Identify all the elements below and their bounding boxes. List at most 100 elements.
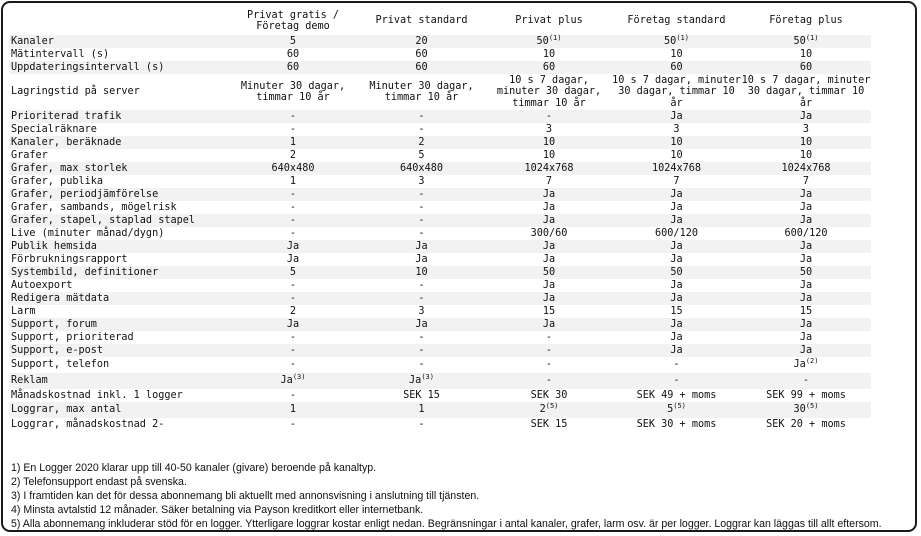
row-label: Autoexport <box>11 279 73 291</box>
cell-value: 1 <box>289 175 297 187</box>
table-cell: - <box>357 123 486 136</box>
cell-value: Ja <box>793 359 806 371</box>
table-cell: - <box>229 357 357 373</box>
table-cell: Minuter 30 dagar, timmar 10 år <box>357 74 486 110</box>
cell-value: SEK 99 + moms <box>766 389 846 401</box>
footnote-marker: (3) <box>421 373 434 382</box>
table-cell: Ja <box>741 240 871 253</box>
table-cell: Ja <box>486 253 612 266</box>
table-cell: Ja(3) <box>357 373 486 389</box>
row-label: Loggrar, max antal <box>9 402 229 418</box>
table-cell: 10 s 7 dagar, minuter 30 dagar, timmar 1… <box>741 74 871 110</box>
cell-value: Ja <box>409 375 422 387</box>
header-row: Privat gratis / Företag demo Privat stan… <box>9 7 871 35</box>
table-cell: 3 <box>357 175 486 188</box>
row-label: Lagringstid på server <box>11 86 140 98</box>
row-label: Redigera mätdata <box>9 292 229 305</box>
table-cell: - <box>357 201 486 214</box>
cell-value: Ja <box>542 214 556 226</box>
table-cell: Ja <box>741 279 871 292</box>
cell-value: - <box>289 110 297 122</box>
table-row: Publik hemsida Ja Ja Ja Ja Ja <box>9 240 871 253</box>
cell-value: 3 <box>418 305 425 317</box>
cell-value: Ja <box>799 110 813 122</box>
table-cell: - <box>486 373 612 389</box>
table-cell: 50(1) <box>612 34 741 48</box>
table-cell: - <box>229 418 357 431</box>
cell-value: - <box>289 188 297 200</box>
cell-value: 5 <box>418 149 425 161</box>
row-label: Uppdateringsintervall (s) <box>9 61 229 74</box>
cell-value: SEK 15 <box>530 418 568 430</box>
cell-value: - <box>418 110 425 122</box>
table-row: Support, forum Ja Ja Ja Ja Ja <box>9 318 871 331</box>
cell-value: - <box>289 123 297 135</box>
footnote-5: 5) Alla abonnemang inkluderar stöd för e… <box>11 518 882 530</box>
table-cell: 2 <box>229 149 357 162</box>
cell-value: 50 <box>542 266 556 278</box>
table-cell: 7 <box>486 175 612 188</box>
table-cell: 10 s 7 dagar, minuter 30 dagar, timmar 1… <box>486 74 612 110</box>
footnote-marker: (2) <box>805 357 819 366</box>
table-cell: - <box>229 201 357 214</box>
cell-value: - <box>545 375 553 387</box>
table-row: Grafer, periodjämförelse - - Ja Ja Ja <box>9 188 871 201</box>
row-label: Systembild, definitioner <box>9 266 229 279</box>
table-cell: Ja <box>486 279 612 292</box>
table-cell: - <box>229 227 357 240</box>
table-cell: 5 <box>229 35 357 48</box>
row-label: Grafer <box>11 149 48 161</box>
row-label: Live (minuter månad/dygn) <box>11 227 165 239</box>
row-label: Prioriterad trafik <box>9 110 229 123</box>
footnote-marker: (5) <box>545 402 559 411</box>
table-row: Lagringstid på server Minuter 30 dagar, t… <box>9 74 871 110</box>
table-cell: 640x480 <box>229 162 357 175</box>
cell-value: - <box>289 344 297 356</box>
table-cell: Ja <box>741 331 871 344</box>
table-cell: Minuter 30 dagar, timmar 10 år <box>229 74 357 110</box>
header-empty <box>9 7 229 35</box>
table-cell: SEK 15 <box>486 418 612 431</box>
table-cell: 7 <box>741 175 871 188</box>
table-cell: 60 <box>741 61 871 74</box>
cell-value: - <box>418 188 425 200</box>
cell-value: - <box>289 418 297 430</box>
table-cell: 15 <box>612 305 741 318</box>
row-label: Grafer, publika <box>11 175 104 187</box>
cell-value: 5 <box>289 35 297 47</box>
table-cell: Ja <box>612 292 741 305</box>
table-cell: - <box>229 214 357 227</box>
table-cell: SEK 30 + moms <box>612 418 741 431</box>
cell-value: - <box>289 359 297 371</box>
cell-value: - <box>673 375 680 387</box>
cell-value: Ja <box>542 292 556 304</box>
header-foretag-standard: Företag standard <box>627 15 726 27</box>
table-cell: 50 <box>486 266 612 279</box>
cell-value: 50 <box>664 35 677 47</box>
table-cell: 10 s 7 dagar, minuter 30 dagar, timmar 1… <box>612 74 741 110</box>
table-row: Kanaler, beräknade 1 2 10 10 10 <box>9 136 871 149</box>
table-row: Grafer, max storlek 640x480 640x480 1024x76… <box>9 162 871 175</box>
table-cell: - <box>612 373 741 389</box>
cell-value: 10 <box>415 266 428 278</box>
cell-value: 3 <box>673 123 680 135</box>
table-cell: 10 <box>741 149 871 162</box>
table-cell: SEK 99 + moms <box>741 389 871 402</box>
table-cell: Ja <box>357 240 486 253</box>
table-row: Förbrukningsrapport Ja Ja Ja Ja Ja <box>9 253 871 266</box>
table-cell: - <box>357 279 486 292</box>
cell-value: Ja <box>670 318 683 330</box>
table-cell: 15 <box>486 305 612 318</box>
table-cell: - <box>357 214 486 227</box>
cell-value: SEK 30 <box>530 389 568 401</box>
table-cell: 2 <box>357 136 486 149</box>
footnote-1: 1) En Logger 2020 klarar upp till 40-50 … <box>11 462 377 474</box>
cell-value: - <box>289 214 297 226</box>
cell-value: 7 <box>802 175 810 187</box>
cell-value: Ja <box>799 214 813 226</box>
cell-value: SEK 20 + moms <box>766 418 846 430</box>
cell-value: Ja <box>415 253 428 265</box>
table-cell: 2(5) <box>486 402 612 418</box>
table-cell: Ja <box>612 214 741 227</box>
cell-value: 1024x768 <box>524 162 574 174</box>
